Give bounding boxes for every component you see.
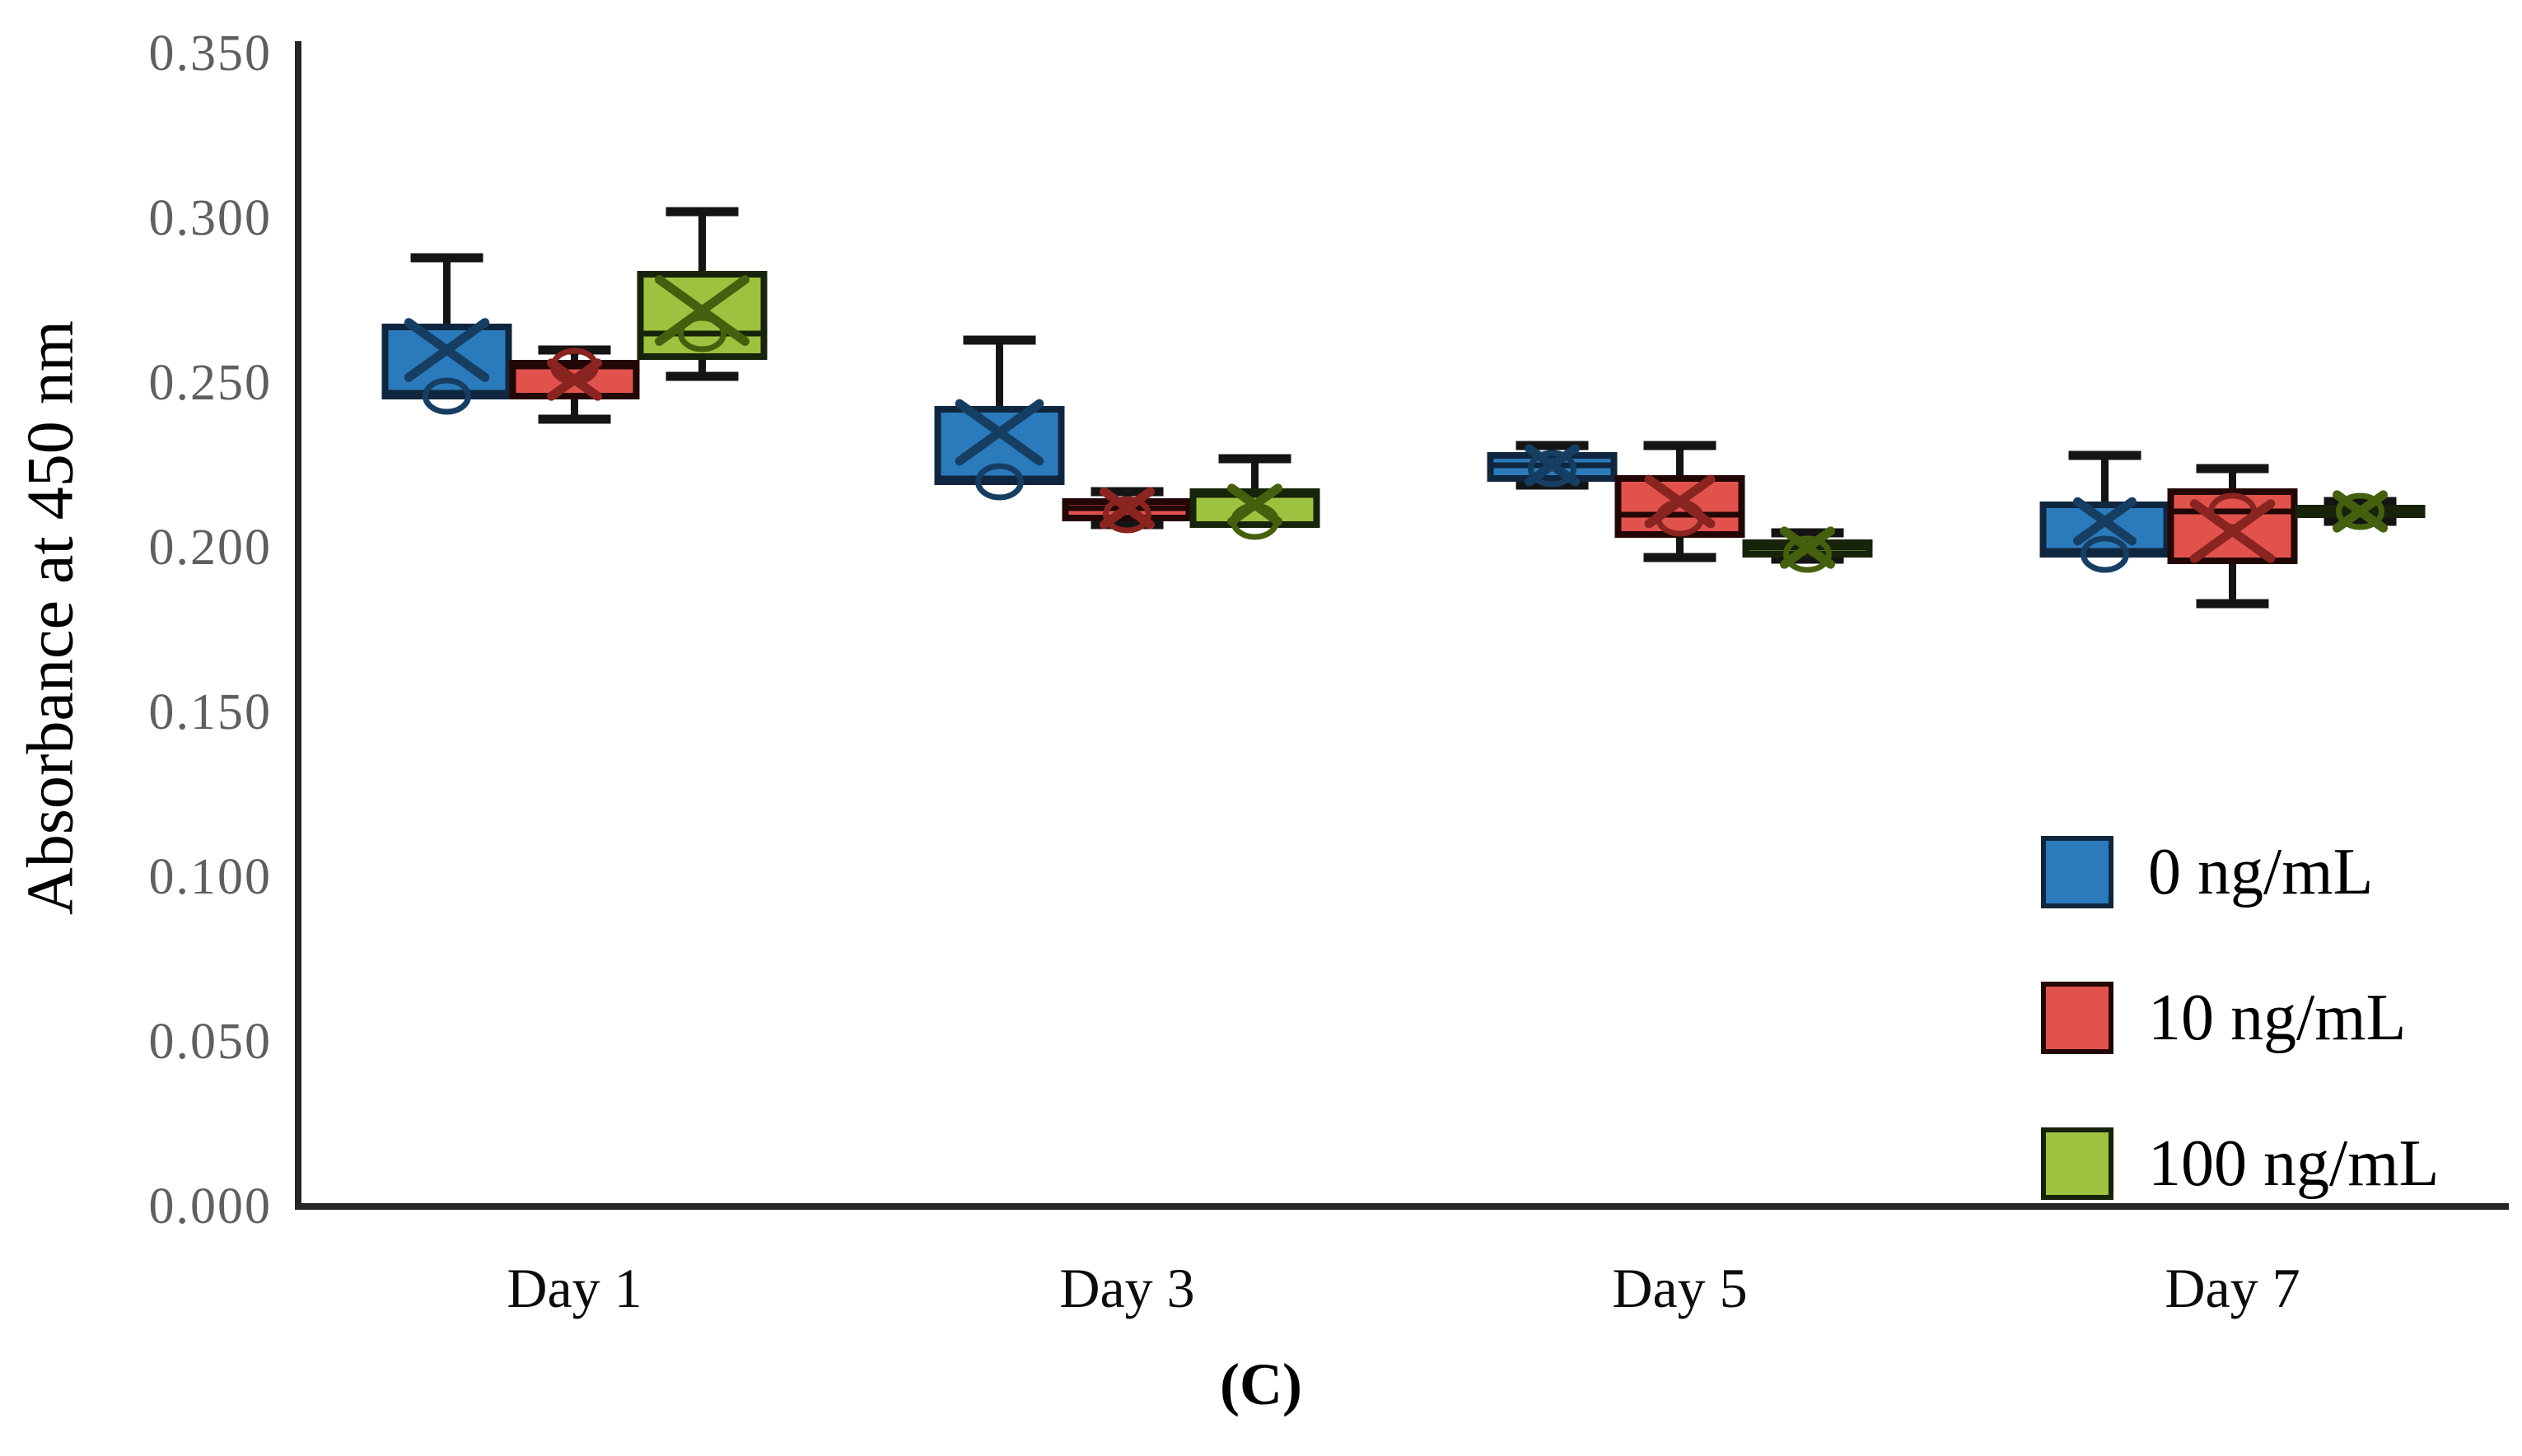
box-day5-0ngmL [1487, 441, 1618, 490]
box-day7-100ngmL [2295, 490, 2426, 533]
y-tick-label: 0.300 [148, 190, 272, 246]
legend-label-0ngml: 0 ng/mL [2148, 835, 2374, 908]
y-tick-label: 0.000 [148, 1178, 272, 1234]
box-day1-0ngmL [381, 253, 512, 415]
legend-item-100ngml: 100 ng/mL [2041, 1125, 2439, 1202]
x-category-label: Day 7 [2165, 1257, 2300, 1319]
box-day3-10ngmL [1062, 487, 1193, 534]
legend-label-10ngml: 10 ng/mL [2148, 981, 2407, 1054]
box-day7-0ngmL [2039, 450, 2170, 573]
box-day7-10ngmL [2167, 464, 2298, 609]
panel-caption: (C) [1220, 1351, 1302, 1417]
x-category-label: Day 5 [1612, 1257, 1748, 1319]
y-tick-label: 0.150 [148, 684, 272, 740]
y-tick-label: 0.250 [148, 355, 272, 411]
y-tick-label: 0.200 [148, 520, 272, 576]
y-tick-label: 0.050 [148, 1014, 272, 1070]
box-day3-100ngmL [1189, 454, 1320, 540]
box-day5-100ngmL [1742, 526, 1873, 573]
x-category-label: Day 1 [507, 1257, 642, 1319]
box-day1-10ngmL [509, 345, 640, 424]
legend: 0 ng/mL 10 ng/mL 100 ng/mL [2041, 833, 2439, 1271]
legend-item-0ngml: 0 ng/mL [2041, 833, 2439, 911]
y-axis-title: Absorbance at 450 nm [14, 320, 87, 916]
box-day3-0ngmL [934, 335, 1065, 501]
legend-swatch-blue [2041, 836, 2113, 908]
box-day1-100ngmL [637, 207, 768, 381]
axes [295, 41, 2509, 1210]
legend-label-100ngml: 100 ng/mL [2148, 1127, 2440, 1200]
x-category-label: Day 3 [1059, 1257, 1195, 1319]
box-day5-10ngmL [1614, 441, 1745, 562]
legend-swatch-red [2041, 982, 2113, 1054]
y-tick-label: 0.350 [148, 26, 272, 82]
legend-swatch-green [2041, 1127, 2113, 1200]
y-tick-label: 0.100 [148, 849, 272, 905]
legend-item-10ngml: 10 ng/mL [2041, 979, 2439, 1057]
